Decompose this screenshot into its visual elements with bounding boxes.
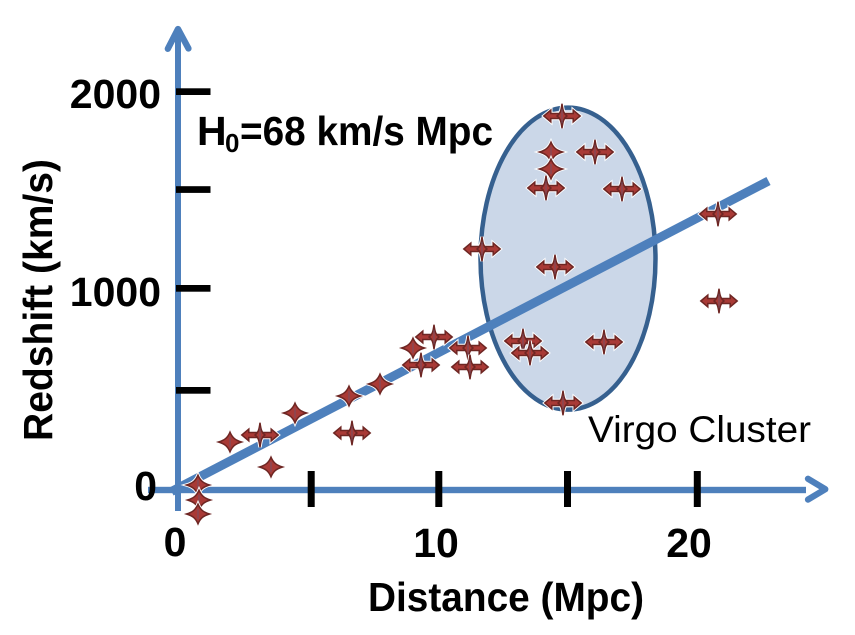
svg-text:1000: 1000 bbox=[70, 269, 161, 315]
svg-text:2000: 2000 bbox=[70, 71, 161, 117]
svg-text:Virgo Cluster: Virgo Cluster bbox=[588, 409, 811, 450]
svg-text:Redshift (km/s): Redshift (km/s) bbox=[15, 159, 61, 441]
svg-text:10: 10 bbox=[413, 520, 459, 566]
svg-text:20: 20 bbox=[666, 520, 712, 566]
svg-text:0: 0 bbox=[164, 519, 187, 565]
svg-text:=68 km/s Mpc: =68 km/s Mpc bbox=[240, 108, 493, 154]
svg-text:Distance (Mpc): Distance (Mpc) bbox=[368, 574, 644, 620]
svg-text:H: H bbox=[197, 108, 227, 154]
svg-text:0: 0 bbox=[134, 463, 157, 509]
svg-text:0: 0 bbox=[225, 128, 239, 158]
